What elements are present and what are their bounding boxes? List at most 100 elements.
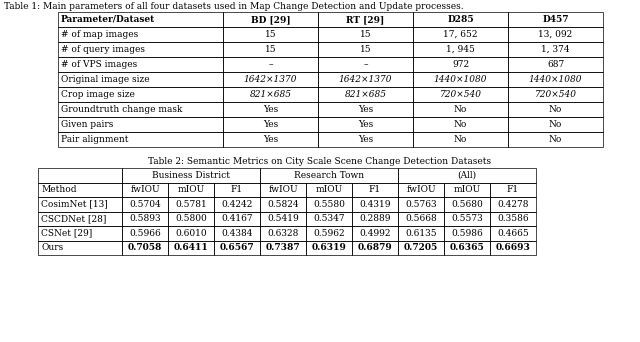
Bar — [318, 12, 413, 27]
Text: 17, 652: 17, 652 — [444, 30, 477, 39]
Text: Crop image size: Crop image size — [61, 90, 135, 99]
Text: 0.6567: 0.6567 — [220, 243, 254, 252]
Text: 0.6411: 0.6411 — [173, 243, 209, 252]
Bar — [398, 183, 444, 197]
Text: RT [29]: RT [29] — [346, 15, 385, 24]
Bar — [490, 183, 536, 197]
Text: Pair alignment: Pair alignment — [61, 135, 129, 144]
Bar — [398, 226, 444, 240]
Bar — [398, 197, 444, 211]
Text: 0.5824: 0.5824 — [267, 200, 299, 209]
Text: 0.7387: 0.7387 — [266, 243, 300, 252]
Bar — [38, 168, 122, 183]
Text: 0.4278: 0.4278 — [497, 200, 529, 209]
Text: F1: F1 — [507, 185, 519, 194]
Text: 15: 15 — [360, 30, 371, 39]
Text: 0.5347: 0.5347 — [313, 214, 345, 223]
Bar — [413, 57, 508, 72]
Bar — [168, 226, 214, 240]
Text: 0.5962: 0.5962 — [313, 229, 345, 238]
Text: No: No — [549, 135, 562, 144]
Bar — [168, 211, 214, 226]
Text: mIOU: mIOU — [453, 185, 481, 194]
Bar — [508, 117, 603, 132]
Bar — [398, 240, 444, 255]
Bar — [508, 42, 603, 57]
Text: 0.7205: 0.7205 — [404, 243, 438, 252]
Text: 15: 15 — [265, 45, 276, 54]
Text: 0.5781: 0.5781 — [175, 200, 207, 209]
Bar — [214, 183, 260, 197]
Bar — [260, 226, 306, 240]
Text: Method: Method — [41, 185, 77, 194]
Text: 0.6319: 0.6319 — [312, 243, 346, 252]
Bar — [444, 226, 490, 240]
Bar — [413, 72, 508, 87]
Bar — [58, 132, 223, 147]
Bar — [508, 57, 603, 72]
Text: 1642×1370: 1642×1370 — [339, 75, 392, 84]
Bar — [413, 102, 508, 117]
Text: Yes: Yes — [263, 120, 278, 129]
Bar — [490, 240, 536, 255]
Bar — [352, 240, 398, 255]
Bar — [223, 132, 318, 147]
Bar — [352, 183, 398, 197]
Bar — [260, 183, 306, 197]
Bar — [318, 72, 413, 87]
Text: 972: 972 — [452, 60, 469, 69]
Text: 1, 945: 1, 945 — [446, 45, 475, 54]
Bar — [318, 132, 413, 147]
Text: # of map images: # of map images — [61, 30, 138, 39]
Bar — [58, 27, 223, 42]
Text: No: No — [454, 120, 467, 129]
Text: 0.3586: 0.3586 — [497, 214, 529, 223]
Text: 0.5966: 0.5966 — [129, 229, 161, 238]
Text: Table 1: Main parameters of all four datasets used in Map Change Detection and U: Table 1: Main parameters of all four dat… — [4, 2, 463, 11]
Text: 821×685: 821×685 — [344, 90, 387, 99]
Bar — [38, 226, 122, 240]
Bar — [444, 197, 490, 211]
Text: 0.5668: 0.5668 — [405, 214, 437, 223]
Text: 0.4167: 0.4167 — [221, 214, 253, 223]
Text: 0.4242: 0.4242 — [221, 200, 253, 209]
Bar — [413, 87, 508, 102]
Bar — [490, 197, 536, 211]
Text: Original image size: Original image size — [61, 75, 150, 84]
Bar — [58, 57, 223, 72]
Bar — [398, 168, 536, 183]
Text: 15: 15 — [265, 30, 276, 39]
Text: D285: D285 — [447, 15, 474, 24]
Bar — [58, 87, 223, 102]
Bar — [444, 183, 490, 197]
Bar — [508, 12, 603, 27]
Bar — [58, 42, 223, 57]
Bar — [413, 132, 508, 147]
Text: Ours: Ours — [41, 243, 63, 252]
Text: # of VPS images: # of VPS images — [61, 60, 137, 69]
Bar — [260, 240, 306, 255]
Text: 0.5763: 0.5763 — [405, 200, 437, 209]
Text: Given pairs: Given pairs — [61, 120, 113, 129]
Text: Yes: Yes — [263, 105, 278, 114]
Bar — [58, 72, 223, 87]
Bar — [318, 102, 413, 117]
Text: Yes: Yes — [358, 120, 373, 129]
Bar — [318, 117, 413, 132]
Bar — [223, 117, 318, 132]
Bar — [223, 57, 318, 72]
Text: 0.5704: 0.5704 — [129, 200, 161, 209]
Bar — [398, 211, 444, 226]
Bar — [223, 72, 318, 87]
Bar — [318, 57, 413, 72]
Text: 720×540: 720×540 — [440, 90, 481, 99]
Text: (All): (All) — [458, 171, 477, 180]
Bar — [318, 42, 413, 57]
Text: 0.5419: 0.5419 — [267, 214, 299, 223]
Text: 1, 374: 1, 374 — [541, 45, 570, 54]
Bar — [352, 211, 398, 226]
Text: 0.5580: 0.5580 — [313, 200, 345, 209]
Text: # of query images: # of query images — [61, 45, 145, 54]
Text: 13, 092: 13, 092 — [538, 30, 573, 39]
Bar — [306, 226, 352, 240]
